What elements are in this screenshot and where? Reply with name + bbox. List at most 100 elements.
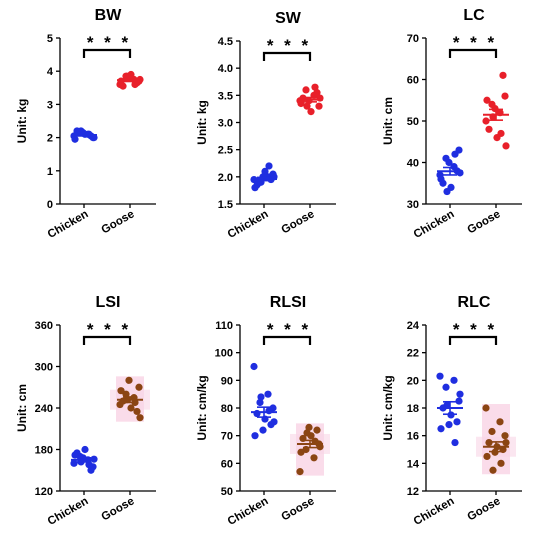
chicken-point: [81, 445, 89, 454]
chart-panel-bw: BW Unit: kg 0 1 2 3 4 5 Chicken Goose * * *: [15, 7, 156, 241]
x-tick-label-goose: Goose: [279, 495, 316, 523]
chicken-point: [251, 184, 259, 192]
x-tick-label-goose: Goose: [465, 495, 502, 523]
y-tick-label: 0: [47, 199, 53, 211]
y-axis-label: Unit: cm/kg: [381, 375, 395, 440]
y-tick-label: 110: [215, 320, 233, 332]
y-tick-label: 3.0: [218, 118, 233, 130]
goose-point: [489, 466, 497, 474]
y-tick-label: 3.5: [218, 90, 233, 102]
y-tick-label: 60: [221, 458, 233, 470]
chart-title: LSI: [96, 294, 121, 311]
goose-point: [136, 414, 144, 422]
goose-point: [117, 387, 125, 395]
chicken-point: [450, 376, 458, 384]
x-tick-label-chicken: Chicken: [226, 208, 271, 241]
goose-point: [488, 427, 496, 436]
y-tick-label: 180: [35, 445, 53, 457]
goose-point: [131, 80, 139, 89]
y-tick-label: 40: [407, 158, 419, 170]
goose-point: [127, 404, 135, 412]
y-tick-label: 4.0: [218, 63, 233, 75]
chicken-point: [436, 372, 444, 380]
chicken-point: [70, 459, 78, 467]
y-tick-label: 2.0: [218, 172, 233, 184]
y-tick-label: 2.5: [218, 145, 233, 157]
chicken-point: [261, 167, 269, 175]
y-tick-label: 24: [407, 320, 420, 332]
y-tick-label: 12: [407, 486, 419, 498]
x-tick-label-chicken: Chicken: [412, 208, 457, 241]
y-tick-label: 360: [35, 320, 53, 332]
goose-point: [501, 432, 509, 440]
chicken-point: [87, 466, 95, 474]
goose-point: [502, 438, 510, 447]
goose-point: [297, 448, 305, 456]
goose-point: [133, 407, 141, 416]
x-tick-label-goose: Goose: [279, 208, 316, 236]
goose-point: [311, 83, 319, 91]
y-tick-label: 70: [407, 33, 419, 45]
x-tick-label-goose: Goose: [465, 208, 502, 236]
x-tick-label-chicken: Chicken: [46, 208, 91, 241]
y-tick-label: 4.5: [218, 36, 233, 48]
goose-point: [482, 117, 490, 125]
goose-point: [483, 452, 491, 461]
chicken-point: [256, 398, 264, 407]
y-tick-label: 100: [215, 348, 233, 360]
goose-point: [499, 71, 507, 79]
y-tick-label: 5: [47, 33, 53, 45]
goose-point: [122, 390, 130, 398]
significance-stars: * * *: [267, 36, 311, 55]
chicken-point: [264, 390, 272, 398]
significance-stars: * * *: [267, 320, 311, 339]
y-tick-label: 30: [407, 199, 419, 211]
goose-point: [501, 92, 509, 100]
chart-title: RLC: [458, 294, 491, 311]
chart-title: SW: [275, 10, 302, 27]
chicken-point: [455, 397, 463, 405]
chicken-point: [453, 418, 461, 426]
y-tick-label: 300: [35, 362, 53, 374]
chicken-point: [442, 383, 450, 391]
chart-title: RLSI: [270, 294, 306, 311]
y-tick-label: 90: [221, 375, 233, 387]
chicken-point: [85, 461, 93, 469]
y-axis-label: Unit: kg: [15, 99, 29, 144]
y-tick-label: 16: [407, 431, 419, 443]
y-tick-label: 80: [221, 403, 233, 415]
goose-point: [315, 102, 323, 110]
chicken-point: [270, 418, 278, 426]
y-tick-label: 240: [35, 403, 53, 415]
y-tick-label: 50: [221, 486, 233, 498]
significance-stars: * * *: [453, 320, 497, 339]
y-axis-label: Unit: cm: [381, 97, 395, 145]
chart-panel-lsi: LSI Unit: cm 120 180 240 300 360 Chicken Goose * …: [15, 294, 156, 528]
significance-bracket: [262, 51, 312, 61]
x-tick-label-chicken: Chicken: [412, 495, 457, 528]
chicken-point: [253, 409, 261, 418]
chicken-point: [265, 162, 273, 170]
goose-point: [497, 129, 505, 138]
x-tick-label-chicken: Chicken: [226, 495, 271, 528]
chicken-point: [451, 438, 459, 447]
chicken-point: [259, 426, 267, 434]
chicken-point: [251, 432, 259, 440]
goose-point: [123, 72, 131, 80]
goose-point: [125, 376, 133, 384]
chicken-point: [445, 158, 453, 167]
significance-bracket: [448, 335, 498, 345]
y-tick-label: 1.5: [218, 199, 233, 211]
y-axis-label: Unit: cm: [15, 384, 29, 432]
goose-point: [305, 423, 313, 431]
goose-point: [313, 426, 321, 434]
goose-point: [485, 125, 493, 133]
y-tick-label: 60: [407, 75, 419, 87]
chicken-point: [265, 407, 273, 415]
chicken-point: [456, 390, 464, 398]
significance-bracket: [448, 48, 498, 58]
y-axis-label: Unit: kg: [195, 100, 209, 145]
y-tick-label: 18: [407, 403, 419, 415]
chicken-point: [437, 175, 445, 183]
